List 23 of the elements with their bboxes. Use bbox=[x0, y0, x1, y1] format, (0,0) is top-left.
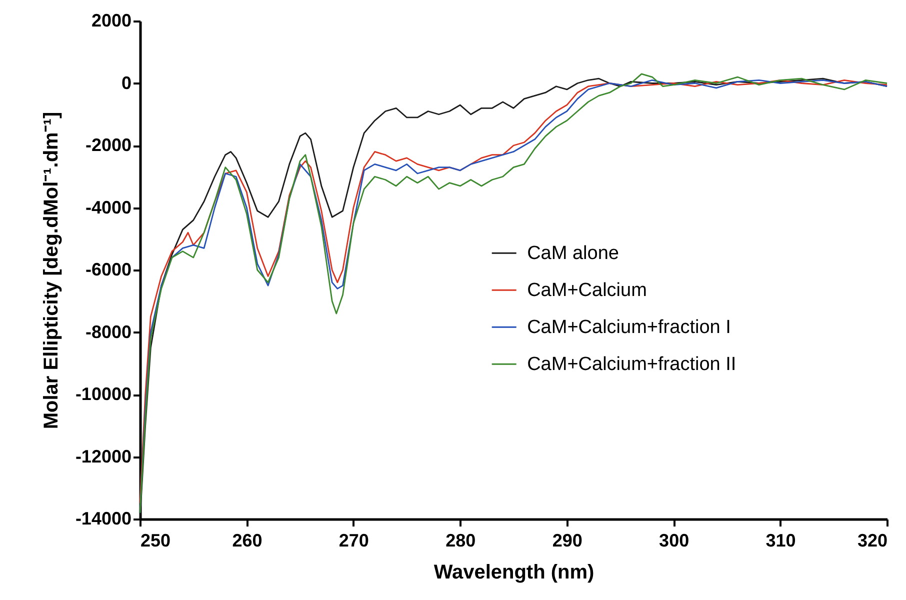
x-tick-label: 300 bbox=[659, 530, 690, 550]
legend-label: CaM alone bbox=[527, 243, 619, 264]
y-axis-title: Molar Ellipticity [deg.dMol⁻¹.dm⁻¹] bbox=[40, 112, 62, 430]
x-tick-label: 260 bbox=[232, 530, 262, 550]
y-tick-label: -10000 bbox=[75, 384, 132, 404]
y-tick-label: 0 bbox=[121, 72, 132, 93]
x-axis-title: Wavelength (nm) bbox=[434, 562, 594, 584]
legend-label: CaM+Calcium+fraction I bbox=[527, 317, 731, 338]
y-tick-label: -14000 bbox=[75, 508, 132, 528]
y-tick-label: 2000 bbox=[91, 10, 132, 30]
x-tick-label: 290 bbox=[552, 530, 582, 550]
legend-label: CaM+Calcium bbox=[527, 280, 647, 302]
x-tick-label: 310 bbox=[766, 530, 796, 550]
y-tick-label: -8000 bbox=[85, 322, 132, 342]
y-tick-label: -4000 bbox=[85, 197, 132, 218]
legend-label: CaM+Calcium+fraction II bbox=[527, 354, 736, 376]
y-tick-label: -6000 bbox=[85, 260, 132, 280]
x-tick-label: 320 bbox=[857, 530, 888, 550]
y-tick-label: -2000 bbox=[85, 135, 132, 155]
x-tick-label: 280 bbox=[446, 530, 476, 550]
x-tick-label: 270 bbox=[338, 530, 369, 550]
x-tick-label: 250 bbox=[140, 530, 171, 550]
y-tick-label: -12000 bbox=[75, 446, 132, 466]
